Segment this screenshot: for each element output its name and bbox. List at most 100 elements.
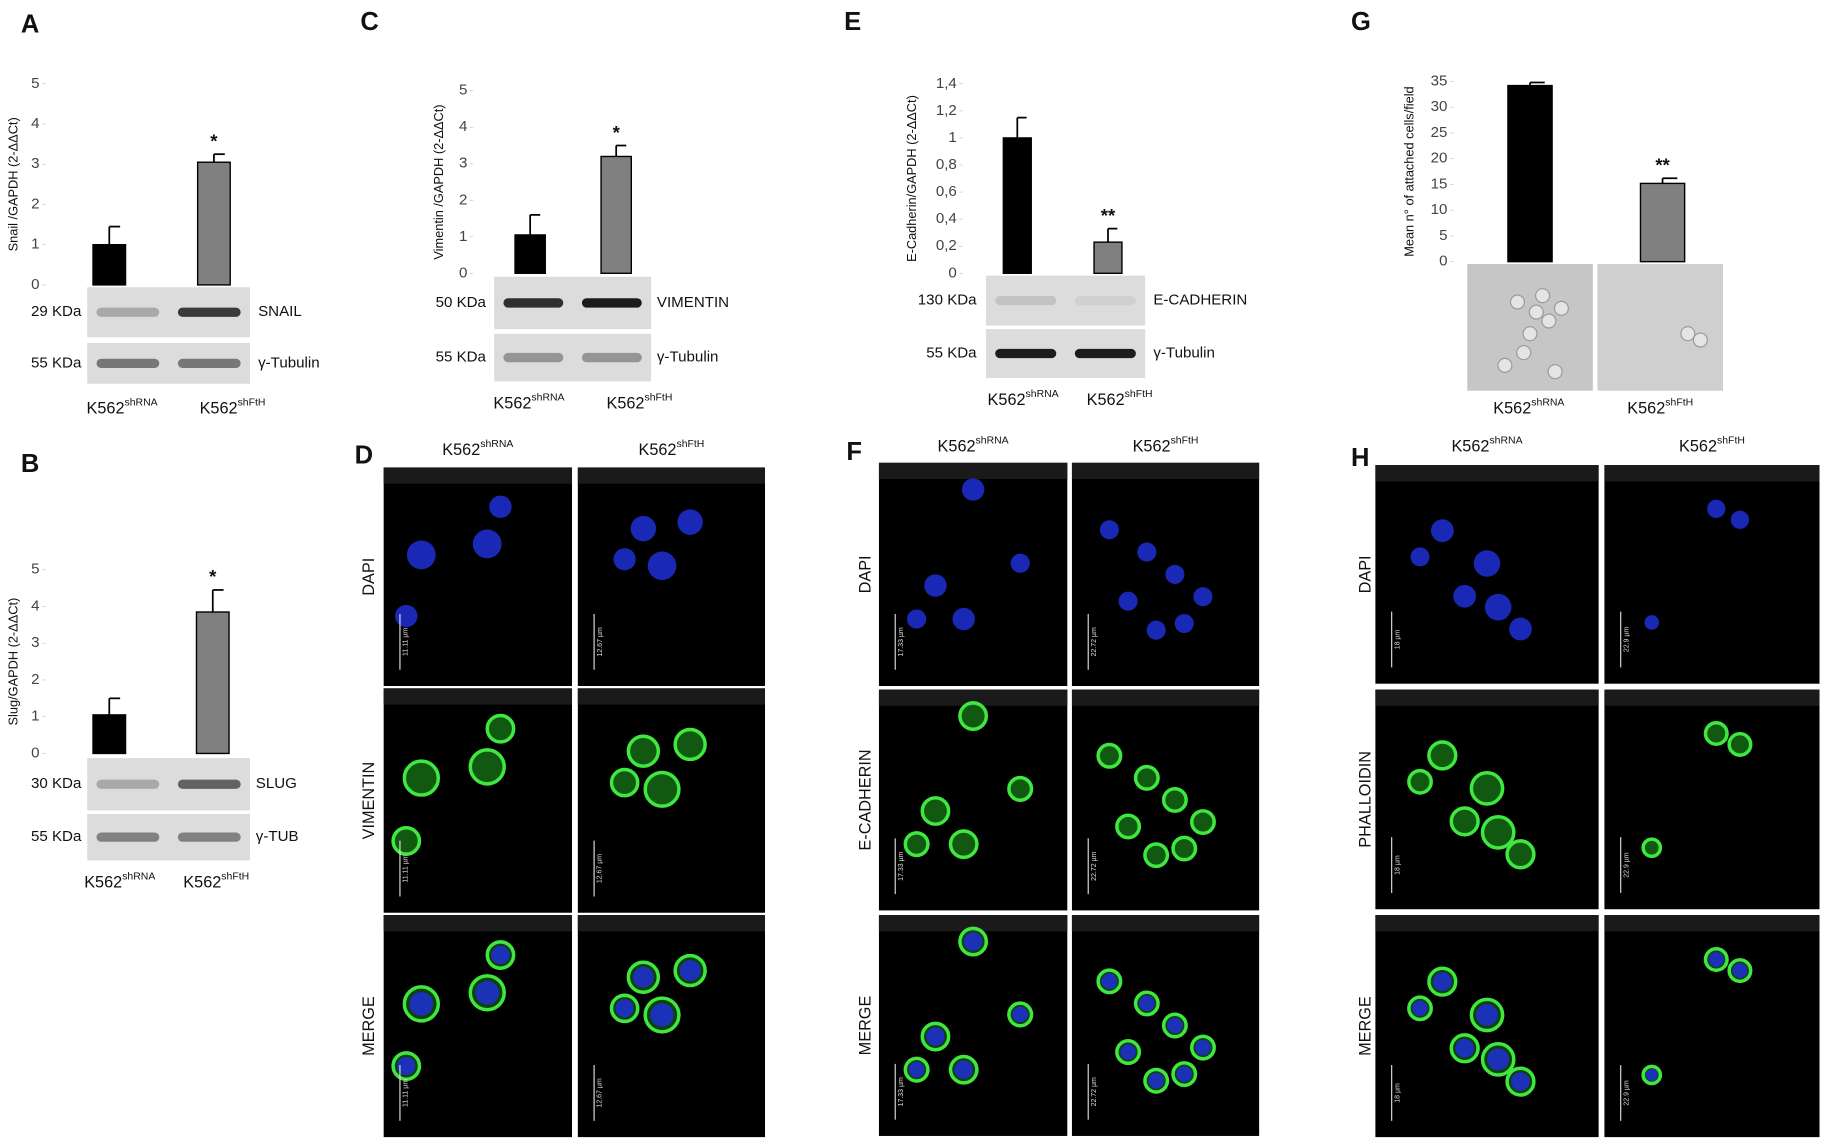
y-tick-label: 0 bbox=[1439, 253, 1447, 270]
y-axis-label: E-Cadherin/GAPDH (2-ΔΔCt) bbox=[904, 95, 919, 262]
y-tick-label: 30 bbox=[1431, 98, 1448, 115]
green-cell bbox=[609, 767, 640, 798]
green-cell bbox=[1161, 786, 1188, 813]
y-tick-label: 3 bbox=[459, 155, 467, 172]
category-label: K562shRNA bbox=[87, 397, 158, 418]
micrograph-header bbox=[383, 688, 573, 705]
micrograph bbox=[383, 688, 573, 913]
nucleus bbox=[613, 548, 636, 571]
micrograph-header bbox=[577, 467, 766, 484]
nucleus bbox=[963, 932, 983, 951]
y-tick-label: 0,4 bbox=[936, 210, 957, 227]
molecular-weight: 55 KDa bbox=[31, 354, 82, 371]
category-label: K562shFtH bbox=[638, 439, 704, 460]
y-tick-label: 2 bbox=[31, 671, 39, 688]
y-tick-label: 0,2 bbox=[936, 237, 957, 254]
y-axis-label: Slug/GAPDH (2-ΔΔCt) bbox=[5, 598, 20, 726]
row-label: MERGE bbox=[1356, 996, 1374, 1056]
category-label: K562shFtH bbox=[606, 392, 672, 413]
y-tick-label: 0 bbox=[459, 264, 467, 281]
category-label: K562shRNA bbox=[1451, 435, 1522, 456]
nucleus bbox=[1509, 617, 1532, 641]
y-tick-label: 20 bbox=[1431, 150, 1448, 167]
category-label: K562shRNA bbox=[1493, 397, 1564, 418]
blot-band bbox=[581, 352, 642, 363]
protein-label: VIMENTIN bbox=[657, 294, 729, 311]
significance: ** bbox=[1101, 205, 1116, 226]
category-superscript: shFtH bbox=[1171, 435, 1199, 446]
y-tick-label: 0 bbox=[948, 264, 956, 281]
scale-label: 12.67 µm bbox=[597, 627, 604, 656]
y-tick-label: 4 bbox=[459, 118, 467, 135]
protein-label: SNAIL bbox=[258, 303, 302, 320]
row-label: PHALLOIDIN bbox=[1356, 751, 1374, 848]
nucleus bbox=[1148, 1072, 1165, 1089]
y-tick-label: 1,2 bbox=[936, 102, 957, 119]
category-base: K562 bbox=[84, 874, 122, 892]
micrograph bbox=[1604, 465, 1820, 684]
nucleus bbox=[961, 478, 985, 501]
green-cell bbox=[1189, 809, 1216, 836]
scale-label: 18 µm bbox=[1394, 630, 1401, 650]
category-superscript: shFtH bbox=[238, 397, 266, 408]
panel-letter: A bbox=[21, 10, 39, 38]
nucleus bbox=[397, 1056, 416, 1076]
blot-band bbox=[503, 298, 564, 308]
nucleus bbox=[1484, 593, 1512, 621]
micrograph-header bbox=[878, 462, 1068, 480]
blot-band bbox=[995, 295, 1057, 306]
nucleus bbox=[1137, 542, 1157, 562]
green-cell bbox=[643, 770, 681, 808]
nucleus bbox=[1118, 591, 1138, 611]
category-base: K562 bbox=[1133, 438, 1171, 456]
nucleus bbox=[1165, 564, 1185, 584]
molecular-weight: 55 KDa bbox=[31, 828, 82, 845]
cell bbox=[1553, 300, 1569, 316]
scale-label: 22.9 µm bbox=[1623, 1080, 1630, 1106]
green-cell bbox=[920, 796, 951, 826]
nucleus bbox=[1012, 1006, 1029, 1023]
significance: * bbox=[613, 122, 621, 143]
category-superscript: shFtH bbox=[1125, 389, 1153, 400]
scale-label: 18 µm bbox=[1394, 1083, 1401, 1103]
green-cell bbox=[948, 829, 979, 860]
nucleus bbox=[1010, 553, 1030, 573]
nucleus bbox=[1430, 519, 1454, 543]
blot-band bbox=[1074, 348, 1136, 359]
micrograph-header bbox=[1071, 462, 1260, 480]
y-tick-label: 3 bbox=[31, 634, 39, 651]
nucleus bbox=[615, 999, 634, 1018]
nucleus bbox=[1101, 973, 1118, 990]
molecular-weight: 50 KDa bbox=[436, 294, 487, 311]
nucleus bbox=[489, 495, 512, 518]
micrograph bbox=[1604, 915, 1820, 1138]
y-tick-label: 5 bbox=[31, 561, 39, 578]
y-axis-label: Mean n° of attached cells/field bbox=[1402, 86, 1417, 256]
nucleus bbox=[679, 960, 701, 982]
molecular-weight: 30 KDa bbox=[31, 775, 82, 792]
nucleus bbox=[1138, 995, 1155, 1012]
bar bbox=[92, 714, 127, 755]
green-cell bbox=[402, 759, 441, 797]
panel-letter: G bbox=[1351, 8, 1371, 36]
category-label: K562shRNA bbox=[442, 439, 513, 460]
nucleus bbox=[647, 551, 677, 581]
green-cell bbox=[1480, 814, 1516, 850]
blot-band bbox=[96, 358, 160, 369]
row-label: DAPI bbox=[856, 555, 874, 593]
row-label: MERGE bbox=[360, 996, 378, 1056]
nucleus bbox=[1120, 1044, 1136, 1060]
y-tick-label: 10 bbox=[1431, 201, 1448, 218]
nucleus bbox=[1476, 1004, 1498, 1026]
nucleus bbox=[1644, 615, 1660, 630]
category-base: K562 bbox=[87, 400, 125, 418]
green-cell bbox=[468, 748, 506, 786]
green-cell bbox=[391, 825, 422, 856]
blot-band bbox=[1074, 295, 1136, 306]
cell bbox=[1535, 288, 1551, 304]
protein-label: SLUG bbox=[256, 775, 297, 792]
y-tick-label: 1,4 bbox=[936, 75, 957, 92]
micrograph bbox=[1597, 263, 1724, 391]
nucleus bbox=[1645, 1068, 1658, 1081]
